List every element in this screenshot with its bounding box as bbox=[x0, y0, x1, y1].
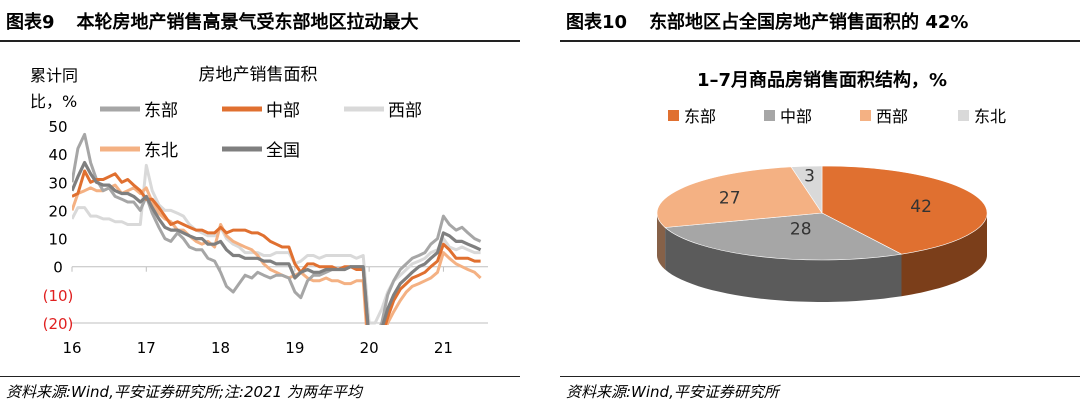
pie-side-2 bbox=[657, 213, 666, 270]
legend-label-0: 东部 bbox=[144, 101, 178, 121]
pie-top bbox=[656, 165, 988, 261]
pie-side-0 bbox=[901, 213, 987, 297]
figure-10-title: 东部地区占全国房地产销售面积的 42% bbox=[649, 12, 969, 33]
pie-legend-swatch-1 bbox=[764, 110, 775, 121]
y-tick-label: 30 bbox=[48, 174, 67, 192]
pie-chart-title: 1–7月商品房销售面积结构，% bbox=[697, 69, 947, 91]
series-line-0 bbox=[72, 132, 482, 325]
figure-10-panel: 图表10 东部地区占全国房地产销售面积的 42% 1–7月商品房销售面积结构，% 东… bbox=[560, 0, 1080, 407]
pie-legend-label-0: 东部 bbox=[684, 107, 716, 126]
x-tick-label: 20 bbox=[360, 339, 379, 357]
y-axis-label-line2: 比，% bbox=[30, 92, 77, 111]
pie-slice-0 bbox=[821, 165, 988, 255]
pie-chart: 1–7月商品房销售面积结构，% 东部 中部 西部 东北 42 28 27 3 bbox=[656, 69, 1006, 302]
y-tick-label: 0 bbox=[53, 259, 63, 277]
legend-label-1: 中部 bbox=[266, 101, 300, 121]
x-tick-label: 18 bbox=[211, 339, 230, 357]
pie-slice-2 bbox=[656, 166, 823, 228]
x-tick-label: 16 bbox=[62, 339, 81, 357]
figure-9-source: 资料来源:Wind,平安证券研究所;注:2021 为两年平均 bbox=[6, 383, 362, 401]
figure-10-top-rule bbox=[560, 40, 1080, 42]
figure-9-heading: 图表9 本轮房地产销售高景气受东部地区拉动最大 bbox=[6, 8, 419, 34]
y-tick-label: 20 bbox=[48, 202, 67, 220]
y-axis-label-line1: 累计同 bbox=[30, 66, 78, 85]
pie-slice-1 bbox=[664, 212, 903, 261]
pie-legend-label-2: 西部 bbox=[876, 107, 908, 126]
series-line-3 bbox=[72, 183, 482, 325]
series-line-1 bbox=[72, 169, 481, 325]
y-tick-label: (20) bbox=[43, 315, 74, 333]
series-group bbox=[72, 132, 482, 325]
figure-9-top-rule bbox=[0, 40, 520, 42]
series-line-2 bbox=[72, 163, 481, 325]
figure-10-bottom-rule bbox=[560, 376, 1080, 377]
figure-9-number: 图表9 bbox=[6, 12, 55, 33]
figure-10-source: 资料来源:Wind,平安证券研究所 bbox=[566, 383, 779, 401]
y-tick-label: 50 bbox=[48, 118, 67, 136]
pie-legend-label-1: 中部 bbox=[780, 107, 812, 126]
figure-9-bottom-rule bbox=[0, 376, 520, 377]
figure-9-title: 本轮房地产销售高景气受东部地区拉动最大 bbox=[76, 12, 419, 33]
pie-side-1 bbox=[665, 227, 902, 302]
y-tick-label: (10) bbox=[43, 287, 74, 305]
x-tick-label: 17 bbox=[137, 339, 156, 357]
pie-legend-label-3: 东北 bbox=[974, 107, 1006, 126]
pie-sides bbox=[657, 213, 987, 302]
y-tick-label: 10 bbox=[48, 231, 67, 249]
legend-label-3: 东北 bbox=[144, 141, 178, 161]
figure-10-number: 图表10 bbox=[566, 12, 628, 33]
pie-slice-3 bbox=[790, 165, 823, 214]
x-tick-label: 19 bbox=[285, 339, 304, 357]
pie-legend-swatch-3 bbox=[958, 110, 969, 121]
pie-legend-swatch-2 bbox=[860, 110, 871, 121]
x-tick-label: 21 bbox=[434, 339, 453, 357]
pie-data-label-0: 42 bbox=[910, 197, 932, 217]
pie-data-label-1: 28 bbox=[790, 219, 812, 239]
legend-label-2: 西部 bbox=[388, 101, 422, 121]
pie-legend-swatch-0 bbox=[668, 110, 679, 121]
pie-data-label-2: 27 bbox=[719, 188, 741, 208]
y-tick-label: 40 bbox=[48, 146, 67, 164]
figure-9-panel: 图表9 本轮房地产销售高景气受东部地区拉动最大 房地产销售面积 累计同比，% 50 40… bbox=[0, 0, 520, 407]
line-chart-title: 房地产销售面积 bbox=[199, 65, 318, 85]
series-line-4 bbox=[72, 161, 482, 325]
legend-label-4: 全国 bbox=[266, 141, 300, 161]
pie-data-label-3: 3 bbox=[804, 167, 815, 187]
figure-10-heading: 图表10 东部地区占全国房地产销售面积的 42% bbox=[566, 8, 968, 34]
